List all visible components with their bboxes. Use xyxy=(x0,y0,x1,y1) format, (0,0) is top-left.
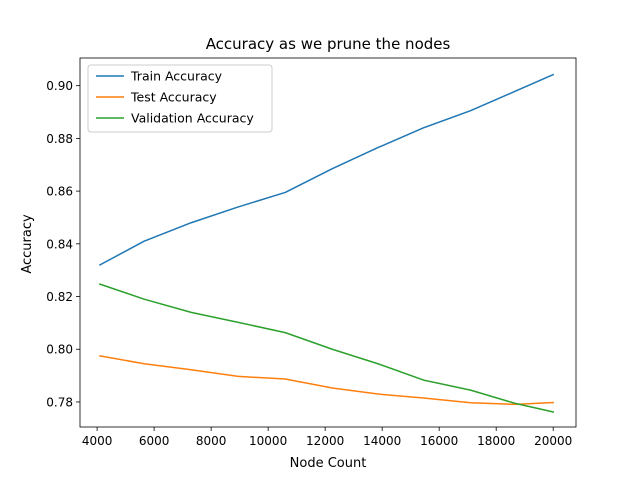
y-tick-label: 0.88 xyxy=(46,132,73,146)
x-tick-label: 20000 xyxy=(534,434,572,448)
x-tick-label: 6000 xyxy=(139,434,170,448)
y-tick-label: 0.78 xyxy=(46,395,73,409)
legend-label-2: Validation Accuracy xyxy=(131,111,254,126)
y-tick-label: 0.82 xyxy=(46,290,73,304)
plot-area: 4000 6000 8000 10000 12000 14000 16000 18000 200… xyxy=(46,57,577,448)
legend-box xyxy=(87,64,273,133)
y-tick-label: 0.86 xyxy=(46,185,73,199)
x-tick-label: 16000 xyxy=(420,434,458,448)
series-line-1 xyxy=(99,354,554,406)
x-axis-label: Node Count xyxy=(290,456,367,471)
y-tick-label: 0.84 xyxy=(46,237,73,251)
series-line-2 xyxy=(98,283,555,413)
x-tick-label: 18000 xyxy=(477,434,515,448)
x-tick-label: 14000 xyxy=(363,434,401,448)
legend: Train Accuracy Test Accuracy Validation Ac… xyxy=(87,64,273,133)
series-line-0 xyxy=(98,73,555,266)
x-tick-label: 10000 xyxy=(249,434,287,448)
x-tick-label: 4000 xyxy=(82,434,113,448)
legend-label-0: Train Accuracy xyxy=(130,69,223,84)
chart-title: Accuracy as we prune the nodes xyxy=(206,35,451,53)
legend-label-1: Test Accuracy xyxy=(130,90,217,105)
y-tick-label: 0.90 xyxy=(46,79,73,93)
x-tick-label: 8000 xyxy=(196,434,227,448)
y-tick-label: 0.80 xyxy=(46,343,73,357)
axes-frame xyxy=(79,57,577,428)
x-tick-label: 12000 xyxy=(306,434,344,448)
y-axis-label: Accuracy xyxy=(20,214,35,274)
